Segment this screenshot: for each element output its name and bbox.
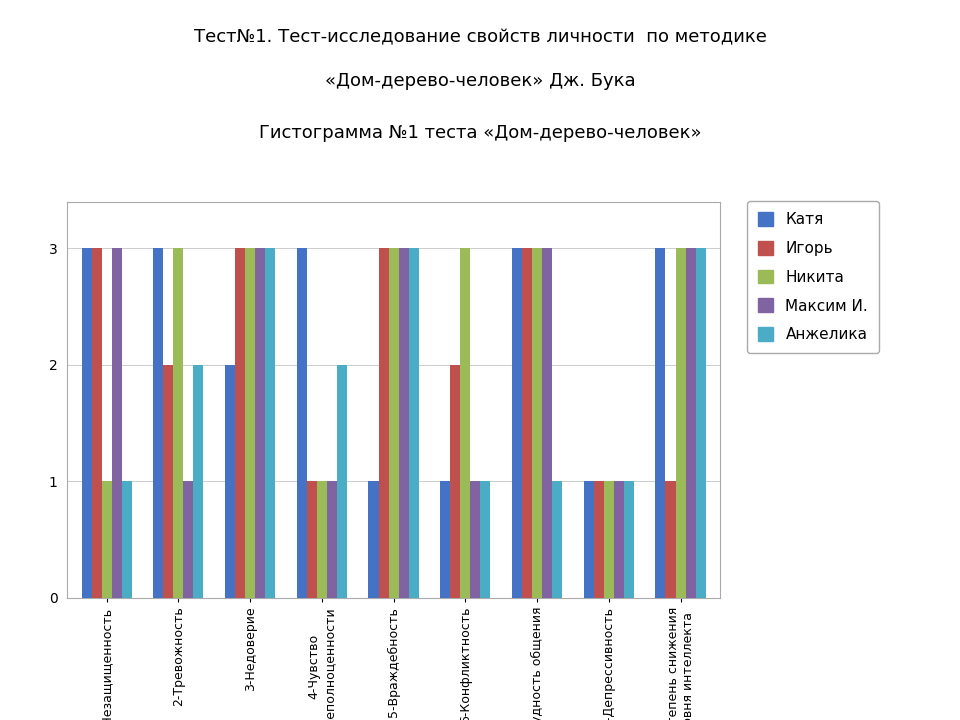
Bar <box>441 481 450 598</box>
Bar <box>82 248 91 598</box>
Bar <box>369 481 378 598</box>
Bar <box>470 481 480 598</box>
Bar <box>265 248 276 598</box>
Bar <box>685 248 696 598</box>
Bar <box>480 481 491 598</box>
Bar <box>665 481 676 598</box>
Text: Гистограмма №1 теста «Дом-дерево-человек»: Гистограмма №1 теста «Дом-дерево-человек… <box>258 124 702 142</box>
Bar <box>676 248 685 598</box>
Legend: Катя, Игорь, Никита, Максим И., Анжелика: Катя, Игорь, Никита, Максим И., Анжелика <box>747 202 878 353</box>
Bar <box>183 481 194 598</box>
Bar <box>512 248 522 598</box>
Bar <box>613 481 624 598</box>
Bar <box>225 364 235 598</box>
Bar <box>307 481 317 598</box>
Bar <box>297 248 307 598</box>
Bar <box>174 248 183 598</box>
Bar <box>593 481 604 598</box>
Bar <box>245 248 255 598</box>
Bar <box>235 248 245 598</box>
Bar <box>542 248 552 598</box>
Bar <box>255 248 265 598</box>
Bar <box>317 481 327 598</box>
Bar <box>194 364 204 598</box>
Bar <box>389 248 398 598</box>
Bar <box>102 481 111 598</box>
Bar <box>122 481 132 598</box>
Bar <box>111 248 122 598</box>
Bar <box>552 481 563 598</box>
Bar <box>154 248 163 598</box>
Bar <box>696 248 706 598</box>
Bar <box>604 481 613 598</box>
Text: Тест№1. Тест-исследование свойств личности  по методике: Тест№1. Тест-исследование свойств личнос… <box>194 28 766 46</box>
Bar <box>584 481 593 598</box>
Bar <box>450 364 460 598</box>
Bar <box>398 248 409 598</box>
Bar <box>163 364 174 598</box>
Bar <box>91 248 102 598</box>
Bar <box>656 248 665 598</box>
Bar <box>327 481 337 598</box>
Bar <box>337 364 347 598</box>
Bar <box>624 481 634 598</box>
Text: «Дом-дерево-человек» Дж. Бука: «Дом-дерево-человек» Дж. Бука <box>324 73 636 91</box>
Bar <box>460 248 470 598</box>
Bar <box>378 248 389 598</box>
Bar <box>409 248 419 598</box>
Bar <box>532 248 542 598</box>
Bar <box>522 248 532 598</box>
